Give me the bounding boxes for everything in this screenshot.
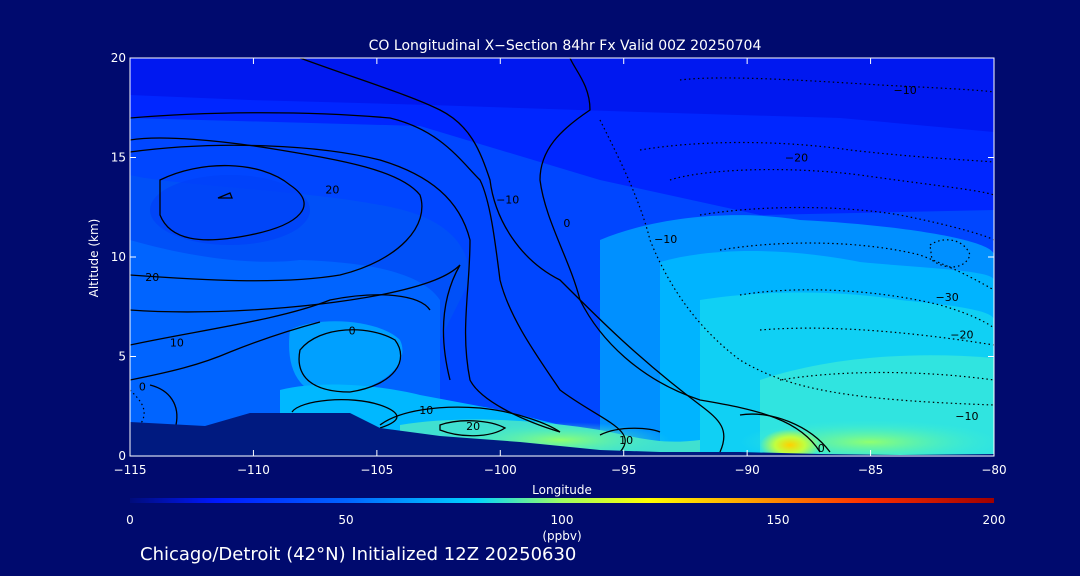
contour-label: 0 — [139, 380, 146, 393]
contour-label: −10 — [894, 84, 917, 97]
colorbar-tick-label: 200 — [983, 513, 1006, 527]
x-axis-ticks: −115 −110 −105 −100 −95 −90 −85 −80 — [114, 58, 1007, 477]
contour-label: 0 — [349, 325, 356, 338]
contour-label: 0 — [563, 217, 570, 230]
contour-label: −10 — [496, 193, 519, 206]
x-axis-label: Longitude — [532, 483, 592, 497]
contour-label: 0 — [818, 442, 825, 455]
colorbar-tick-label: 150 — [767, 513, 790, 527]
contour-label: −20 — [785, 152, 808, 165]
x-tick-label: −80 — [981, 463, 1006, 477]
colorbar: 0 50 100 150 200 (ppbv) — [126, 498, 1005, 543]
y-tick-label: 5 — [118, 350, 126, 364]
contour-label: −10 — [654, 233, 677, 246]
contour-label: −20 — [950, 329, 973, 342]
footer-caption: Chicago/Detroit (42°N) Initialized 12Z 2… — [140, 544, 576, 565]
contour-lines-dotted — [130, 77, 994, 426]
x-tick-label: −100 — [484, 463, 517, 477]
colorbar-bar — [130, 498, 994, 503]
contour-label: −10 — [955, 410, 978, 423]
contour-label: 20 — [325, 183, 339, 196]
y-tick-label: 0 — [118, 449, 126, 463]
x-tick-label: −90 — [734, 463, 759, 477]
contour-label: 10 — [170, 337, 184, 350]
contour-label: 20 — [466, 420, 480, 433]
y-tick-label: 20 — [111, 51, 126, 65]
contour-label: 10 — [619, 434, 633, 447]
colorbar-tick-label: 100 — [551, 513, 574, 527]
terrain — [130, 413, 994, 457]
y-tick-label: 15 — [111, 151, 126, 165]
colorbar-tick-label: 0 — [126, 513, 134, 527]
colorbar-tick-label: 50 — [338, 513, 353, 527]
colorbar-unit: (ppbv) — [542, 529, 581, 543]
colorbar-ticks: 0 50 100 150 200 — [126, 513, 1005, 527]
y-tick-label: 10 — [111, 250, 126, 264]
contour-labels: 20 −10 0 −20 −10 −10 20 −30 10 0 −20 0 −10 10 20 10 0 — [139, 84, 979, 455]
contour-label: −30 — [935, 291, 958, 304]
plot-area — [130, 58, 994, 456]
chart-title: CO Longitudinal X−Section 84hr Fx Valid … — [369, 38, 762, 54]
y-axis-label: Altitude (km) — [87, 219, 101, 298]
contour-label: 10 — [419, 404, 433, 417]
contour-label: 20 — [145, 271, 159, 284]
contour-lines — [130, 58, 831, 453]
x-tick-label: −95 — [611, 463, 636, 477]
x-tick-label: −110 — [237, 463, 270, 477]
y-axis-ticks: 0 5 10 15 20 — [111, 51, 994, 463]
x-tick-label: −105 — [360, 463, 393, 477]
x-tick-label: −115 — [114, 463, 147, 477]
x-tick-label: −85 — [858, 463, 883, 477]
